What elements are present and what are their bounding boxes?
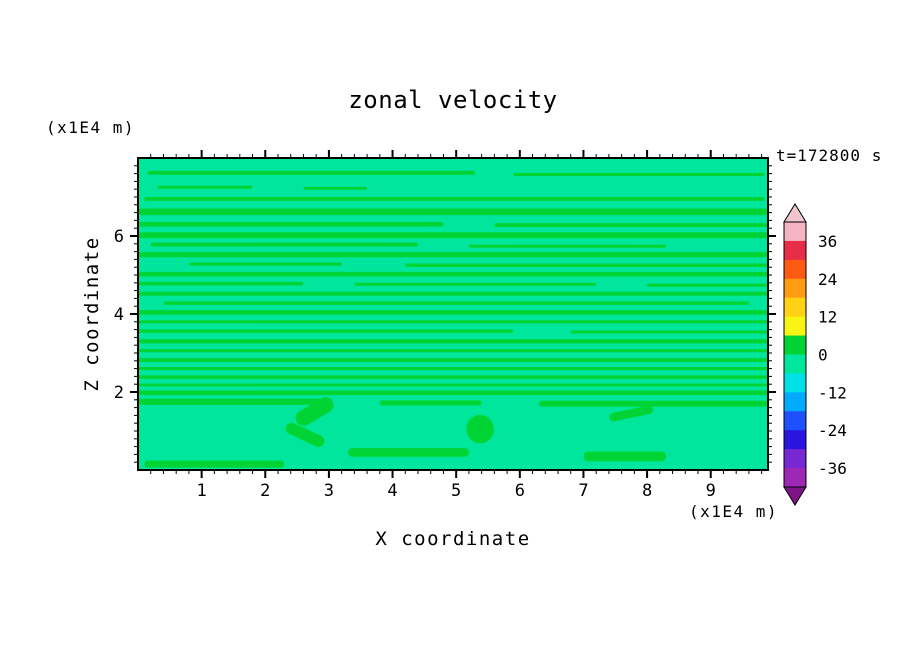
contour-band bbox=[138, 349, 768, 353]
contour-band bbox=[138, 367, 768, 371]
x-axis-title: X coordinate bbox=[375, 528, 531, 550]
contour-band bbox=[138, 281, 304, 286]
colorbar-tick-label: 0 bbox=[818, 346, 828, 365]
colorbar-arrow-down bbox=[783, 486, 807, 506]
z-tick-label: 4 bbox=[114, 305, 124, 325]
contour-band bbox=[609, 405, 654, 422]
contour-band bbox=[150, 242, 418, 247]
x-tick-label: 1 bbox=[197, 481, 207, 501]
colorbar-segment bbox=[784, 468, 806, 488]
contour-band bbox=[138, 339, 768, 344]
colorbar-segment bbox=[784, 411, 806, 431]
colorbar-segment bbox=[784, 240, 806, 261]
x-units-label: (x1E4 m) bbox=[688, 502, 778, 521]
chart-title: zonal velocity bbox=[348, 86, 558, 114]
colorbar-tick-label: 36 bbox=[818, 232, 837, 251]
contour-band bbox=[538, 400, 768, 407]
colorbar: 36 24 12 0 -12 -24 -36 bbox=[783, 203, 847, 506]
time-label: t=172800 s bbox=[776, 146, 883, 165]
colorbar-segment bbox=[784, 278, 806, 299]
contour-band bbox=[138, 208, 768, 216]
contour-band bbox=[144, 197, 765, 201]
colorbar-segment bbox=[784, 335, 806, 356]
colorbar-tick-label: 12 bbox=[818, 308, 837, 327]
plot-frame bbox=[137, 157, 769, 471]
contour-band bbox=[138, 398, 323, 405]
z-units-label: (x1E4 m) bbox=[46, 118, 136, 137]
colorbar-segment bbox=[784, 316, 806, 337]
contour-band bbox=[138, 271, 768, 277]
contour-band bbox=[295, 397, 334, 426]
contour-band bbox=[157, 185, 253, 189]
colorbar-segment bbox=[784, 449, 806, 469]
contour-band bbox=[513, 172, 765, 176]
contour-plot: 1 2 3 4 5 6 7 8 9 2 4 6 bbox=[114, 150, 776, 501]
x-tick-label: 2 bbox=[260, 481, 270, 501]
contour-band bbox=[379, 400, 482, 406]
contour-band bbox=[303, 187, 368, 190]
contour-band bbox=[163, 301, 749, 305]
contour-band bbox=[138, 320, 768, 324]
colorbar-segment bbox=[784, 297, 806, 318]
z-tick-label: 2 bbox=[114, 383, 124, 403]
contour-band bbox=[570, 330, 768, 334]
contour-band bbox=[138, 221, 444, 227]
contour-band bbox=[405, 263, 768, 268]
contour-band bbox=[188, 262, 342, 266]
contour-band bbox=[138, 390, 768, 396]
x-tick-label: 3 bbox=[324, 481, 334, 501]
colorbar-segment bbox=[784, 354, 806, 375]
colorbar-tick-label: -36 bbox=[818, 459, 847, 478]
contour-band bbox=[144, 460, 285, 468]
z-axis-title: Z coordinate bbox=[81, 236, 103, 392]
contour-band bbox=[583, 451, 667, 462]
contour-band bbox=[147, 170, 476, 175]
colorbar-arrow-up bbox=[783, 203, 807, 223]
colorbar-tick-label: -12 bbox=[818, 383, 847, 402]
contour-band bbox=[494, 223, 768, 228]
colorbar-segment bbox=[784, 373, 806, 393]
contour-band bbox=[138, 310, 768, 315]
x-tick-label: 5 bbox=[451, 481, 461, 501]
contour-band bbox=[138, 252, 768, 258]
contour-band bbox=[138, 358, 768, 362]
contour-band bbox=[138, 383, 768, 387]
colorbar-tick-label: 24 bbox=[818, 270, 837, 289]
contour-bands bbox=[138, 170, 768, 468]
colorbar-segment bbox=[784, 259, 806, 280]
colorbar-segment bbox=[784, 222, 806, 242]
colorbar-frame bbox=[783, 221, 807, 488]
colorbar-segment bbox=[784, 430, 806, 450]
contour-band bbox=[138, 329, 514, 333]
contour-band bbox=[138, 291, 768, 296]
contour-band bbox=[285, 422, 325, 448]
contour-band bbox=[468, 244, 667, 248]
z-tick-label: 6 bbox=[114, 227, 124, 247]
x-tick-label: 7 bbox=[578, 481, 588, 501]
colorbar-segment bbox=[784, 392, 806, 412]
contour-band bbox=[466, 414, 494, 444]
x-tick-label: 4 bbox=[387, 481, 397, 501]
colorbar-tick-label: -24 bbox=[818, 421, 847, 440]
contour-band bbox=[348, 448, 469, 457]
contour-band bbox=[647, 283, 768, 287]
x-tick-label: 9 bbox=[706, 481, 716, 501]
x-tick-label: 6 bbox=[515, 481, 525, 501]
x-tick-label: 8 bbox=[642, 481, 652, 501]
contour-band bbox=[354, 282, 597, 286]
contour-band bbox=[138, 232, 768, 239]
contour-band bbox=[138, 375, 768, 379]
